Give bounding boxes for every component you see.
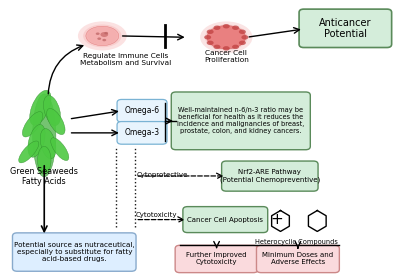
- Ellipse shape: [214, 45, 220, 49]
- FancyBboxPatch shape: [183, 207, 268, 233]
- Ellipse shape: [30, 90, 51, 125]
- Ellipse shape: [22, 112, 43, 137]
- Ellipse shape: [207, 30, 214, 34]
- Ellipse shape: [223, 46, 230, 50]
- Ellipse shape: [38, 146, 51, 174]
- Ellipse shape: [102, 39, 106, 41]
- Ellipse shape: [204, 35, 211, 40]
- FancyBboxPatch shape: [299, 9, 392, 47]
- Ellipse shape: [51, 138, 69, 161]
- Ellipse shape: [239, 41, 246, 45]
- Ellipse shape: [19, 141, 39, 163]
- Text: Regulate Immune Cells
Metabolism and Survival: Regulate Immune Cells Metabolism and Sur…: [80, 53, 171, 66]
- Ellipse shape: [207, 41, 214, 45]
- FancyBboxPatch shape: [175, 245, 258, 273]
- Text: Heterocyclic Compounds: Heterocyclic Compounds: [254, 239, 338, 245]
- Text: Well-maintained n-6/n-3 ratio may be
beneficial for health as it reduces the
inc: Well-maintained n-6/n-3 ratio may be ben…: [177, 107, 304, 134]
- Text: Omega-6: Omega-6: [124, 106, 160, 115]
- Ellipse shape: [86, 26, 119, 45]
- Text: Cancer Cell
Proliferation: Cancer Cell Proliferation: [204, 50, 249, 63]
- FancyBboxPatch shape: [117, 122, 167, 144]
- Ellipse shape: [78, 21, 127, 50]
- Ellipse shape: [104, 32, 108, 34]
- Ellipse shape: [33, 94, 56, 177]
- Text: Nrf2-ARE Pathway
(Potential Chemopreventive): Nrf2-ARE Pathway (Potential Chemoprevent…: [220, 169, 320, 183]
- Ellipse shape: [83, 25, 122, 47]
- Ellipse shape: [214, 25, 220, 30]
- FancyBboxPatch shape: [12, 233, 136, 271]
- Ellipse shape: [88, 27, 117, 45]
- Ellipse shape: [241, 35, 248, 40]
- Ellipse shape: [44, 95, 60, 126]
- Ellipse shape: [28, 124, 45, 157]
- Text: Omega-3: Omega-3: [124, 128, 160, 137]
- Text: Potential source as nutraceutical,
especially to substitute for fatty
acid-based: Potential source as nutraceutical, espec…: [14, 242, 134, 262]
- Text: Anticancer
Potential: Anticancer Potential: [319, 18, 372, 39]
- Ellipse shape: [40, 129, 56, 159]
- Text: Green Seaweeds
Fatty Acids: Green Seaweeds Fatty Acids: [10, 167, 78, 186]
- FancyBboxPatch shape: [117, 99, 167, 122]
- Ellipse shape: [239, 30, 246, 34]
- Text: Minimum Doses and
Adverse Effects: Minimum Doses and Adverse Effects: [262, 252, 334, 265]
- Text: Cytoprotective: Cytoprotective: [137, 172, 188, 178]
- Ellipse shape: [47, 109, 65, 135]
- Text: +: +: [270, 212, 283, 227]
- FancyBboxPatch shape: [256, 245, 339, 273]
- Ellipse shape: [200, 21, 252, 53]
- Text: Further Improved
Cytotoxicity: Further Improved Cytotoxicity: [186, 252, 247, 265]
- Ellipse shape: [232, 45, 239, 49]
- FancyBboxPatch shape: [171, 92, 310, 150]
- Ellipse shape: [223, 24, 230, 28]
- FancyBboxPatch shape: [222, 161, 318, 191]
- Text: Cytotoxicity: Cytotoxicity: [136, 213, 177, 218]
- Ellipse shape: [96, 32, 100, 35]
- Ellipse shape: [97, 37, 101, 40]
- Ellipse shape: [207, 26, 246, 49]
- Ellipse shape: [232, 25, 239, 30]
- Ellipse shape: [205, 24, 248, 50]
- Ellipse shape: [100, 32, 108, 37]
- Text: Cancer Cell Apoptosis: Cancer Cell Apoptosis: [187, 217, 263, 223]
